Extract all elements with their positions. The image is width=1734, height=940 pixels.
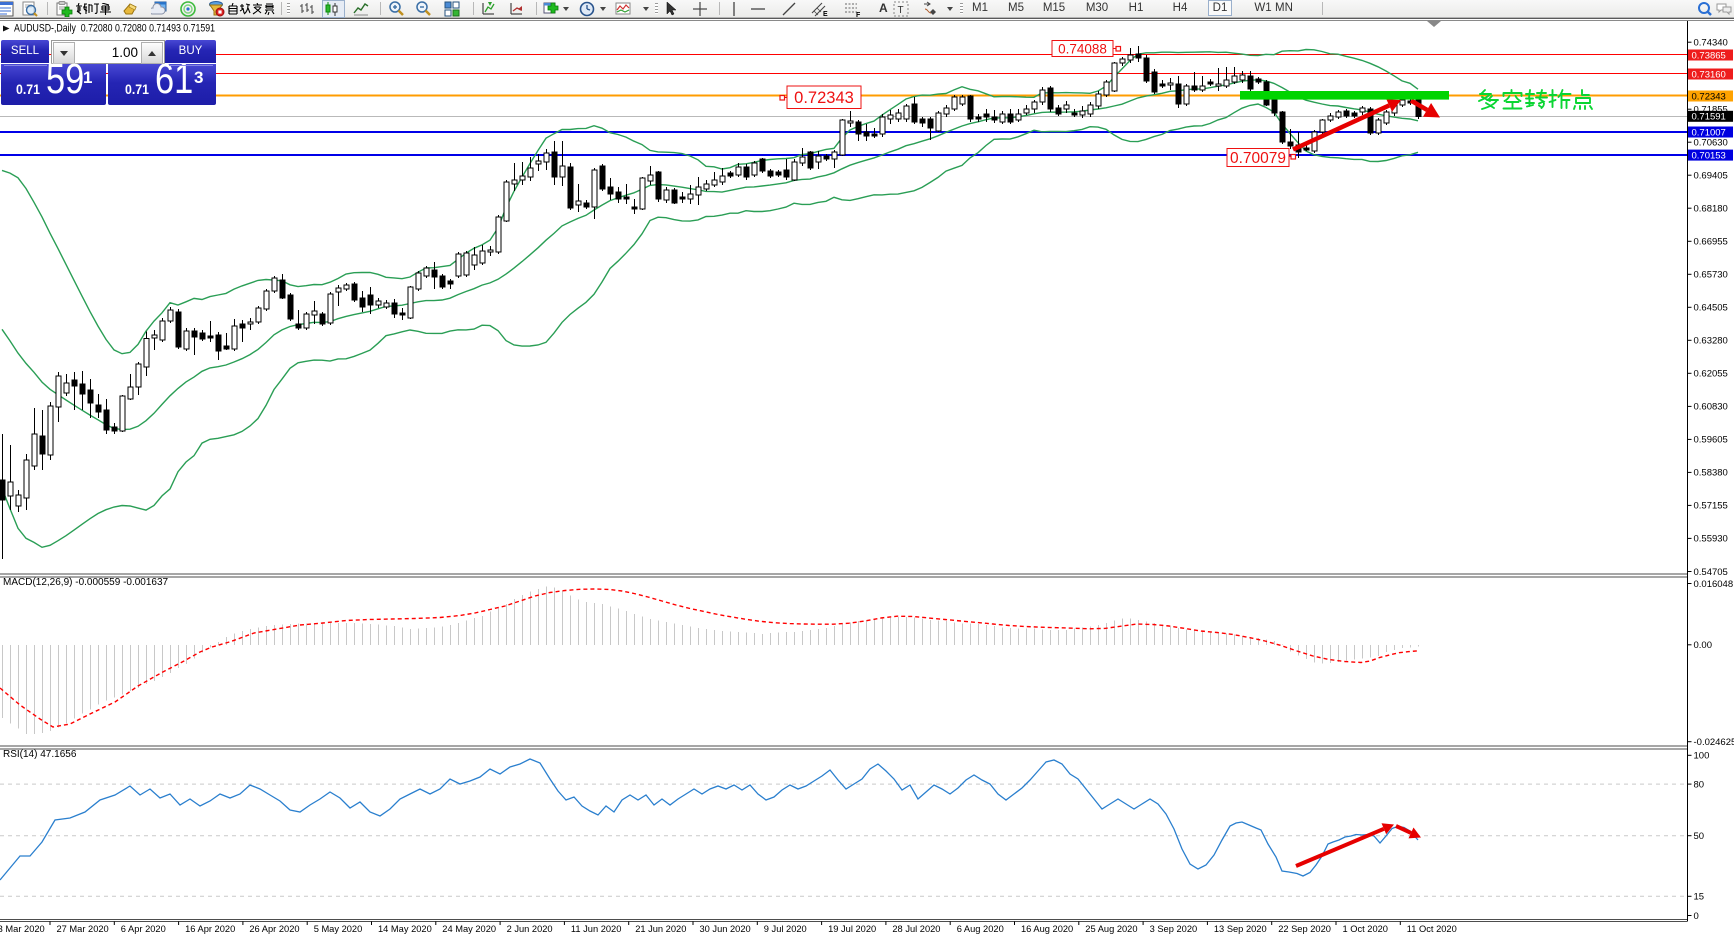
- svg-text:-0.024625: -0.024625: [1694, 737, 1734, 748]
- svg-text:16 Aug 2020: 16 Aug 2020: [1021, 924, 1073, 934]
- svg-text:25 Aug 2020: 25 Aug 2020: [1085, 924, 1137, 934]
- svg-text:3 Sep 2020: 3 Sep 2020: [1150, 924, 1198, 934]
- svg-text:0.70079: 0.70079: [1230, 150, 1286, 167]
- svg-text:0.55930: 0.55930: [1694, 534, 1728, 545]
- svg-text:0.73160: 0.73160: [1692, 69, 1726, 80]
- svg-text:0.58380: 0.58380: [1694, 468, 1728, 479]
- svg-text:T: T: [898, 5, 904, 16]
- svg-text:0.72343: 0.72343: [1692, 91, 1726, 102]
- svg-text:0.69405: 0.69405: [1694, 171, 1728, 182]
- svg-text:0.71007: 0.71007: [1692, 127, 1726, 138]
- svg-text:0.54705: 0.54705: [1694, 567, 1728, 578]
- svg-text:0.68180: 0.68180: [1694, 204, 1728, 215]
- svg-text:0.59605: 0.59605: [1694, 435, 1728, 446]
- svg-text:AUDUSD-,Daily 0.72080 0.72080: AUDUSD-,Daily 0.72080 0.72080 0.71493 0.…: [14, 23, 215, 35]
- svg-text:15: 15: [1694, 892, 1705, 903]
- svg-text:50: 50: [1694, 831, 1705, 842]
- svg-text:5 May 2020: 5 May 2020: [314, 924, 363, 934]
- svg-text:0.62055: 0.62055: [1694, 369, 1728, 380]
- svg-text:16 Apr 2020: 16 Apr 2020: [185, 924, 235, 934]
- svg-text:6 Apr 2020: 6 Apr 2020: [121, 924, 166, 934]
- svg-text:F: F: [856, 12, 861, 17]
- svg-text:21 Jun 2020: 21 Jun 2020: [635, 924, 686, 934]
- svg-text:0.65730: 0.65730: [1694, 270, 1728, 281]
- svg-text:26 Apr 2020: 26 Apr 2020: [249, 924, 299, 934]
- svg-text:9 Jul 2020: 9 Jul 2020: [764, 924, 807, 934]
- svg-text:11 Oct 2020: 11 Oct 2020: [1407, 924, 1457, 934]
- svg-text:0.74340: 0.74340: [1694, 38, 1728, 49]
- svg-text:0: 0: [1694, 911, 1699, 922]
- svg-text:0.73865: 0.73865: [1692, 50, 1726, 61]
- svg-text:0.64505: 0.64505: [1694, 303, 1728, 314]
- svg-text:27 Mar 2020: 27 Mar 2020: [57, 924, 109, 934]
- svg-text:2 Jun 2020: 2 Jun 2020: [507, 924, 553, 934]
- svg-text:0.70153: 0.70153: [1692, 151, 1726, 162]
- svg-text:0.70630: 0.70630: [1694, 138, 1728, 149]
- svg-text:E: E: [823, 11, 828, 17]
- svg-text:13 Sep 2020: 13 Sep 2020: [1214, 924, 1267, 934]
- svg-text:28 Jul 2020: 28 Jul 2020: [892, 924, 940, 934]
- svg-text:24 May 2020: 24 May 2020: [442, 924, 496, 934]
- svg-text:80: 80: [1694, 779, 1705, 790]
- svg-text:0.72343: 0.72343: [794, 89, 854, 107]
- svg-text:0.71855: 0.71855: [1694, 105, 1728, 116]
- svg-text:RSI(14) 47.1656: RSI(14) 47.1656: [3, 749, 77, 760]
- svg-text:0.63280: 0.63280: [1694, 336, 1728, 347]
- svg-text:100: 100: [1694, 751, 1710, 762]
- svg-text:0.74088: 0.74088: [1058, 41, 1107, 56]
- svg-text:0.60830: 0.60830: [1694, 402, 1728, 413]
- svg-text:13 Mar 2020: 13 Mar 2020: [0, 924, 45, 934]
- svg-text:0.66955: 0.66955: [1694, 237, 1728, 248]
- svg-text:0.016048: 0.016048: [1694, 579, 1734, 590]
- svg-text:1 Oct 2020: 1 Oct 2020: [1343, 924, 1388, 934]
- svg-text:0.00: 0.00: [1694, 640, 1713, 651]
- svg-text:0.71591: 0.71591: [1692, 112, 1726, 123]
- svg-text:0.57155: 0.57155: [1694, 501, 1728, 512]
- svg-text:MACD(12,26,9) -0.000559 -0.001: MACD(12,26,9) -0.000559 -0.001637: [3, 577, 169, 588]
- svg-text:11 Jun 2020: 11 Jun 2020: [571, 924, 622, 934]
- svg-text:14 May 2020: 14 May 2020: [378, 924, 432, 934]
- svg-text:22 Sep 2020: 22 Sep 2020: [1278, 924, 1331, 934]
- svg-text:6 Aug 2020: 6 Aug 2020: [957, 924, 1004, 934]
- svg-text:30 Jun 2020: 30 Jun 2020: [700, 924, 751, 934]
- svg-text:19 Jul 2020: 19 Jul 2020: [828, 924, 876, 934]
